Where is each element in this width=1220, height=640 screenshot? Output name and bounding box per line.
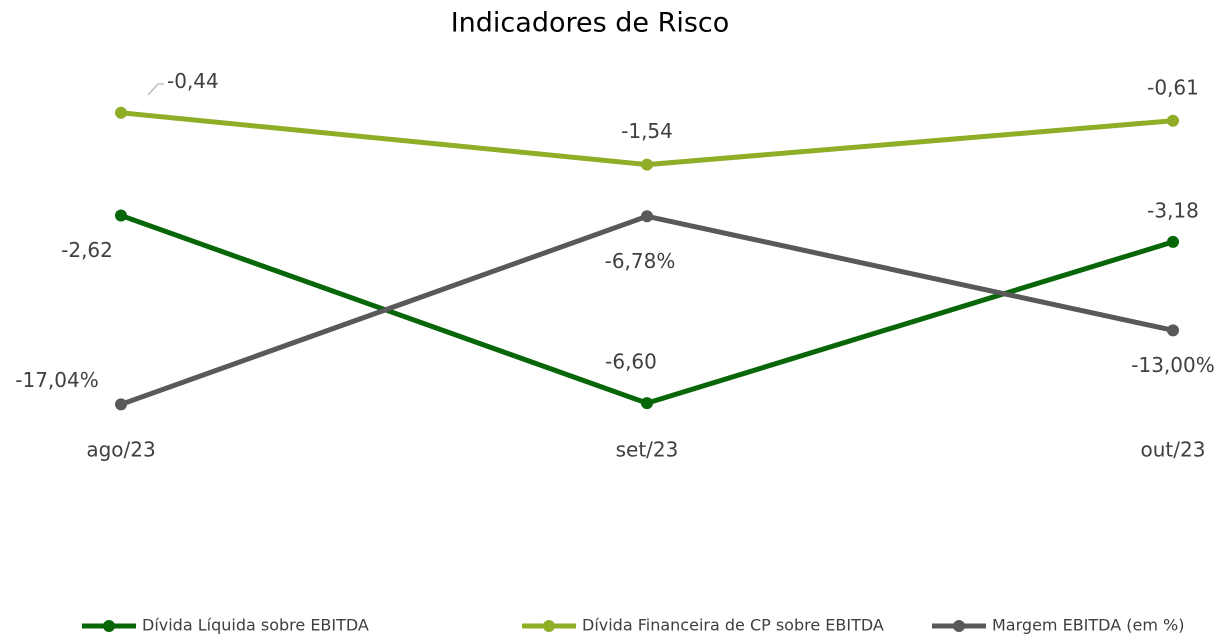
point [1167,235,1179,248]
x-tick-label: out/23 [1141,438,1206,462]
point [1167,324,1179,337]
x-tick-label: ago/23 [86,438,155,462]
data-label: -1,54 [621,119,673,143]
data-label: -17,04% [15,368,98,392]
series-line [120,213,1174,406]
point [1167,114,1179,127]
legend-dot [543,620,555,632]
data-label: -0,44 [167,69,219,93]
point [641,397,653,410]
legend-label: Dívida Líquida sobre EBITDA [142,616,369,635]
legend-label: Dívida Financeira de CP sobre EBITDA [582,616,884,635]
series-line [120,213,1174,407]
point [641,158,653,171]
chart-title: Indicadores de Risco [451,8,730,39]
legend-dot [953,620,965,632]
leader-line [147,83,164,96]
data-label: -3,18 [1147,198,1199,222]
x-tick-label: set/23 [616,438,679,462]
data-label: -6,60 [605,350,657,374]
legend-dot [103,620,115,632]
data-label: -6,78% [605,249,676,273]
legend-label: Margem EBITDA (em %) [992,616,1184,635]
point [641,210,653,223]
data-label: -13,00% [1131,353,1214,377]
point [115,106,127,119]
point [115,398,127,411]
point [115,209,127,222]
data-label: -0,61 [1147,75,1199,99]
data-label: -2,62 [61,238,113,262]
